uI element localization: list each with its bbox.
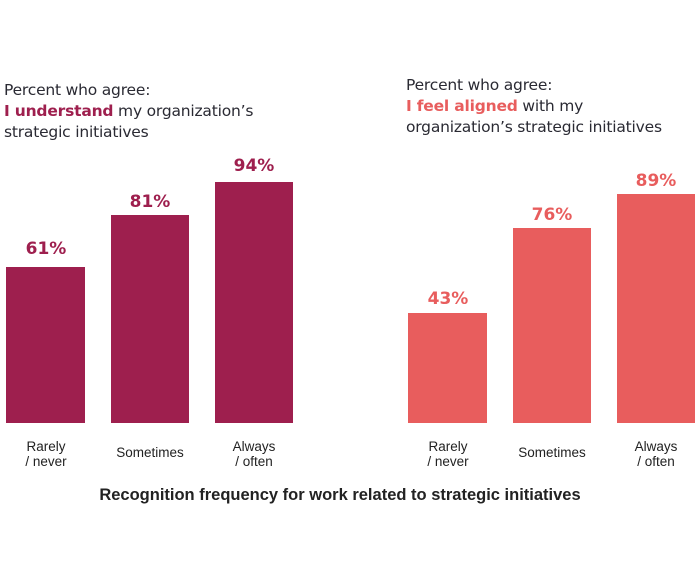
- right-bar-3-value: 89%: [635, 171, 677, 191]
- left-title-line1: Percent who agree:: [4, 81, 151, 99]
- right-title-line1: Percent who agree:: [406, 76, 553, 94]
- left-bar-rarely: [6, 267, 85, 423]
- left-title-rest: my organization’s: [113, 102, 254, 120]
- right-title-rest: with my: [517, 97, 584, 115]
- left-cat-rarely-line1: Rarely: [26, 439, 66, 454]
- right-title-highlight: I feel aligned: [406, 97, 518, 115]
- left-cat-rarely: Rarely / never: [0, 439, 96, 469]
- right-chart-title: Percent who agree: I feel aligned with m…: [406, 75, 662, 138]
- right-title-line2: I feel aligned with my: [406, 96, 662, 117]
- right-bar-2-value: 76%: [531, 205, 573, 225]
- right-bar-always: [617, 194, 695, 423]
- left-bar-3-value: 94%: [233, 156, 275, 176]
- left-chart-title: Percent who agree: I understand my organ…: [4, 80, 253, 143]
- right-bar-rarely: [408, 313, 487, 423]
- right-cat-sometimes: Sometimes: [518, 445, 586, 460]
- left-bar-1-value: 61%: [25, 239, 67, 259]
- right-title-line3: organization’s strategic initiatives: [406, 118, 662, 136]
- left-title-highlight: I understand: [4, 102, 114, 120]
- right-cat-always-line2: / often: [637, 454, 675, 469]
- right-cat-rarely-line2: / never: [427, 454, 469, 469]
- right-bar-1-value: 43%: [427, 289, 469, 309]
- left-cat-always-line2: / often: [235, 454, 273, 469]
- right-cat-rarely-line1: Rarely: [428, 439, 468, 454]
- left-cat-sometimes: Sometimes: [116, 445, 184, 460]
- left-cat-always-line1: Always: [232, 439, 276, 454]
- left-bar-2-value: 81%: [129, 192, 171, 212]
- left-cat-always: Always / often: [204, 439, 304, 469]
- right-cat-rarely: Rarely / never: [398, 439, 498, 469]
- x-axis-title: Recognition frequency for work related t…: [99, 486, 581, 504]
- left-title-line2: I understand my organization’s: [4, 101, 253, 122]
- right-cat-always: Always / often: [606, 439, 700, 469]
- left-title-line3: strategic initiatives: [4, 123, 149, 141]
- right-cat-always-line1: Always: [634, 439, 678, 454]
- left-bar-always: [215, 182, 293, 423]
- right-bar-sometimes: [513, 228, 591, 423]
- left-bar-sometimes: [111, 215, 189, 423]
- left-cat-rarely-line2: / never: [25, 454, 67, 469]
